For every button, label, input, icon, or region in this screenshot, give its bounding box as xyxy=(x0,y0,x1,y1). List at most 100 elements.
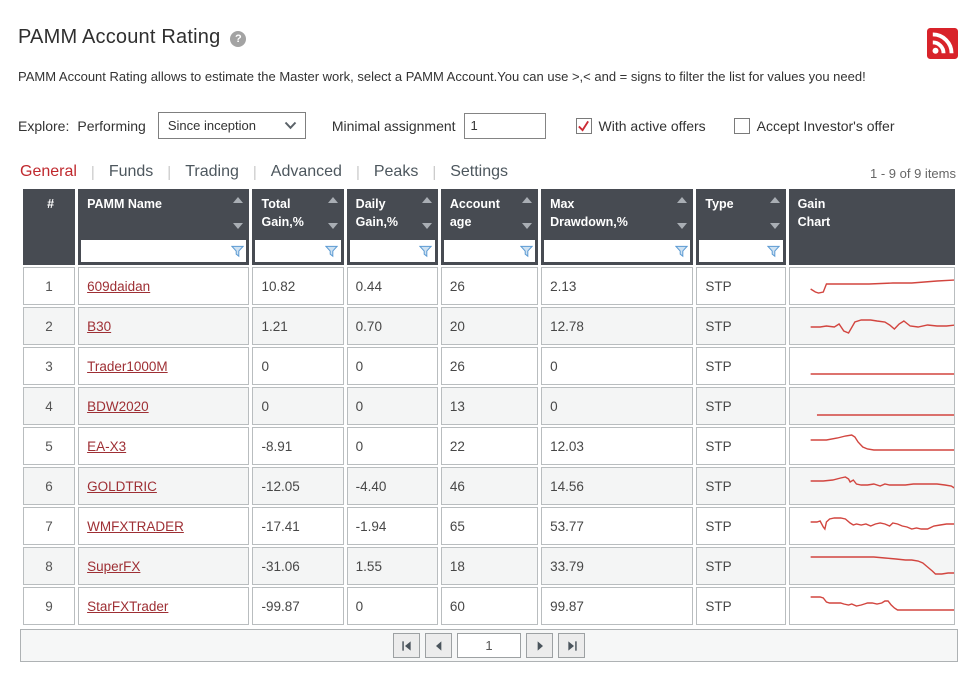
pamm-account-link[interactable]: GOLDTRIC xyxy=(87,478,157,494)
cell-pamm-name: SuperFX xyxy=(78,547,250,585)
filter-box xyxy=(544,240,691,262)
sort-arrows[interactable] xyxy=(677,195,688,229)
cell-account-age: 26 xyxy=(440,347,539,385)
column-header-type[interactable]: Type xyxy=(696,189,786,265)
filter-box xyxy=(443,240,536,262)
tab-advanced[interactable]: Advanced xyxy=(270,163,342,180)
sort-ascending-icon[interactable] xyxy=(677,197,688,203)
sort-ascending-icon[interactable] xyxy=(522,197,533,203)
sort-descending-icon[interactable] xyxy=(522,223,533,229)
minimal-assignment-input[interactable] xyxy=(463,112,546,139)
column-title: # xyxy=(47,197,55,211)
pamm-account-link[interactable]: BDW2020 xyxy=(87,398,149,414)
pamm-account-link[interactable]: Trader1000M xyxy=(87,358,168,374)
rss-icon[interactable] xyxy=(927,28,958,59)
next-page-button[interactable] xyxy=(526,633,553,658)
last-page-button[interactable] xyxy=(558,633,585,658)
accept-investors-offer-checkbox[interactable]: Accept Investor's offer xyxy=(733,117,894,134)
cell-gain-chart xyxy=(788,587,955,625)
cell-type: STP xyxy=(696,587,786,625)
tab-general[interactable]: General xyxy=(20,163,77,180)
filter-funnel-icon[interactable] xyxy=(765,245,783,258)
tab-peaks[interactable]: Peaks xyxy=(373,163,419,180)
cell-daily-gain: 0.44 xyxy=(346,267,438,305)
with-active-offers-checkbox[interactable]: With active offers xyxy=(575,117,706,134)
tab-separator: | xyxy=(355,164,360,181)
pamm-account-link[interactable]: SuperFX xyxy=(87,558,141,574)
tabs-bar: General | Funds | Trading | Advanced | Peaks | Set… xyxy=(18,163,958,181)
sort-descending-icon[interactable] xyxy=(233,223,244,229)
sort-arrows[interactable] xyxy=(327,195,338,229)
sort-ascending-icon[interactable] xyxy=(327,197,338,203)
cell-total-gain: 0 xyxy=(252,347,344,385)
sort-arrows[interactable] xyxy=(769,195,780,229)
filter-input-type[interactable] xyxy=(699,241,765,261)
filter-box xyxy=(699,240,783,262)
filter-box xyxy=(255,240,341,262)
cell-total-gain: -99.87 xyxy=(252,587,344,625)
sort-ascending-icon[interactable] xyxy=(769,197,780,203)
first-page-button[interactable] xyxy=(393,633,420,658)
help-icon[interactable]: ? xyxy=(230,31,247,47)
pamm-account-link[interactable]: WMFXTRADER xyxy=(87,518,184,534)
sort-descending-icon[interactable] xyxy=(421,223,432,229)
pamm-account-link[interactable]: StarFXTrader xyxy=(87,598,169,614)
previous-page-button[interactable] xyxy=(425,633,452,658)
table-row: 2 B30 1.21 0.70 20 12.78 STP xyxy=(23,307,955,345)
sort-arrows[interactable] xyxy=(522,195,533,229)
filter-funnel-icon[interactable] xyxy=(517,245,535,258)
cell-gain-chart xyxy=(788,427,955,465)
cell-pamm-name: BDW2020 xyxy=(78,387,250,425)
cell-daily-gain: 0 xyxy=(346,347,438,385)
column-header-total-gain[interactable]: Total Gain,% xyxy=(252,189,344,265)
sort-descending-icon[interactable] xyxy=(677,223,688,229)
cell-row-number: 4 xyxy=(23,387,76,425)
filter-funnel-icon[interactable] xyxy=(228,245,246,258)
sort-descending-icon[interactable] xyxy=(327,223,338,229)
cell-total-gain: -17.41 xyxy=(252,507,344,545)
pamm-account-link[interactable]: B30 xyxy=(87,318,112,334)
filter-input-total-gain[interactable] xyxy=(255,241,323,261)
sort-arrows[interactable] xyxy=(233,195,244,229)
cell-pamm-name: 609daidan xyxy=(78,267,250,305)
page-number-input[interactable] xyxy=(457,633,521,658)
page-title: PAMM Account Rating xyxy=(18,26,221,48)
column-header-name[interactable]: PAMM Name xyxy=(78,189,250,265)
filter-input-daily-gain[interactable] xyxy=(349,241,417,261)
tab-separator: | xyxy=(432,164,437,181)
sort-ascending-icon[interactable] xyxy=(421,197,432,203)
filter-funnel-icon[interactable] xyxy=(323,245,341,258)
sort-ascending-icon[interactable] xyxy=(233,197,244,203)
filter-input-account-age[interactable] xyxy=(443,241,518,261)
cell-max-drawdown: 33.79 xyxy=(541,547,694,585)
pamm-account-link[interactable]: EA-X3 xyxy=(87,438,127,454)
column-title: Account xyxy=(449,197,500,211)
filter-funnel-icon[interactable] xyxy=(417,245,435,258)
sort-arrows[interactable] xyxy=(421,195,432,229)
cell-max-drawdown: 12.78 xyxy=(541,307,694,345)
tab-funds[interactable]: Funds xyxy=(108,163,154,180)
cell-type: STP xyxy=(696,507,786,545)
items-count: 1 - 9 of 9 items xyxy=(870,166,956,181)
period-select[interactable]: Since inception xyxy=(157,112,306,139)
cell-gain-chart xyxy=(788,307,955,345)
column-header-max-drawdown[interactable]: Max Drawdown,% xyxy=(541,189,694,265)
cell-row-number: 6 xyxy=(23,467,76,505)
tab-trading[interactable]: Trading xyxy=(185,163,239,180)
pamm-account-link[interactable]: 609daidan xyxy=(87,278,151,294)
filter-funnel-icon[interactable] xyxy=(672,245,690,258)
column-header-account-age[interactable]: Account age xyxy=(440,189,539,265)
previous-page-icon xyxy=(435,640,441,651)
cell-type: STP xyxy=(696,347,786,385)
cell-pamm-name: EA-X3 xyxy=(78,427,250,465)
filter-input-name[interactable] xyxy=(81,241,229,261)
cell-gain-chart xyxy=(788,467,955,505)
filter-input-max-drawdown[interactable] xyxy=(544,241,673,261)
tab-settings[interactable]: Settings xyxy=(450,163,509,180)
column-header-chart: Gain Chart xyxy=(788,189,955,265)
cell-daily-gain: 1.55 xyxy=(346,547,438,585)
table-row: 7 WMFXTRADER -17.41 -1.94 65 53.77 STP xyxy=(23,507,955,545)
column-header-daily-gain[interactable]: Daily Gain,% xyxy=(346,189,438,265)
sort-descending-icon[interactable] xyxy=(769,223,780,229)
cell-gain-chart xyxy=(788,387,955,425)
